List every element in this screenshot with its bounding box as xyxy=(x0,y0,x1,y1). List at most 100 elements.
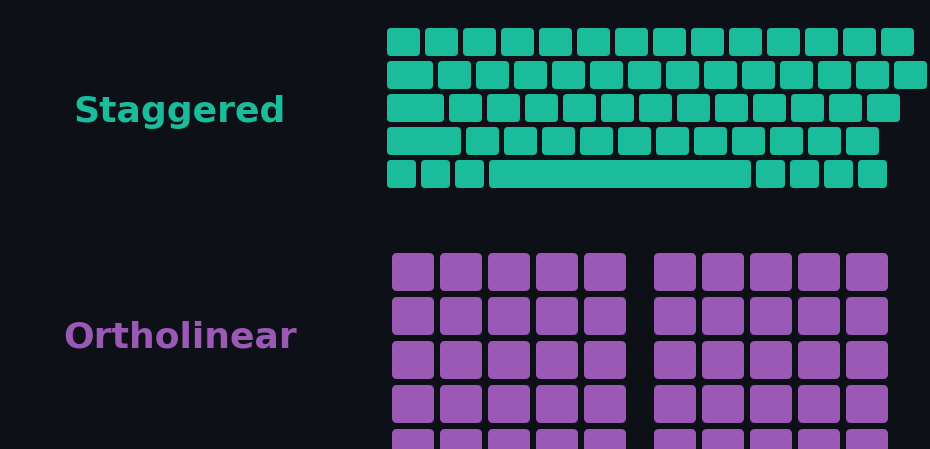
FancyBboxPatch shape xyxy=(601,94,634,122)
FancyBboxPatch shape xyxy=(539,28,572,56)
FancyBboxPatch shape xyxy=(654,429,696,449)
FancyBboxPatch shape xyxy=(392,341,434,379)
FancyBboxPatch shape xyxy=(487,94,520,122)
FancyBboxPatch shape xyxy=(653,28,686,56)
FancyBboxPatch shape xyxy=(654,253,696,291)
FancyBboxPatch shape xyxy=(656,127,689,155)
FancyBboxPatch shape xyxy=(542,127,575,155)
FancyBboxPatch shape xyxy=(732,127,765,155)
FancyBboxPatch shape xyxy=(756,160,785,188)
FancyBboxPatch shape xyxy=(440,385,482,423)
FancyBboxPatch shape xyxy=(770,127,803,155)
FancyBboxPatch shape xyxy=(856,61,889,89)
FancyBboxPatch shape xyxy=(455,160,484,188)
FancyBboxPatch shape xyxy=(780,61,813,89)
FancyBboxPatch shape xyxy=(750,341,792,379)
FancyBboxPatch shape xyxy=(654,341,696,379)
FancyBboxPatch shape xyxy=(387,61,433,89)
FancyBboxPatch shape xyxy=(798,385,840,423)
FancyBboxPatch shape xyxy=(767,28,800,56)
FancyBboxPatch shape xyxy=(729,28,762,56)
FancyBboxPatch shape xyxy=(742,61,775,89)
FancyBboxPatch shape xyxy=(691,28,724,56)
FancyBboxPatch shape xyxy=(715,94,748,122)
FancyBboxPatch shape xyxy=(536,429,578,449)
FancyBboxPatch shape xyxy=(843,28,876,56)
FancyBboxPatch shape xyxy=(580,127,613,155)
FancyBboxPatch shape xyxy=(798,297,840,335)
FancyBboxPatch shape xyxy=(488,297,530,335)
FancyBboxPatch shape xyxy=(829,94,862,122)
FancyBboxPatch shape xyxy=(536,341,578,379)
FancyBboxPatch shape xyxy=(805,28,838,56)
FancyBboxPatch shape xyxy=(449,94,482,122)
FancyBboxPatch shape xyxy=(881,28,914,56)
FancyBboxPatch shape xyxy=(476,61,509,89)
FancyBboxPatch shape xyxy=(488,341,530,379)
FancyBboxPatch shape xyxy=(463,28,496,56)
FancyBboxPatch shape xyxy=(750,385,792,423)
FancyBboxPatch shape xyxy=(639,94,672,122)
FancyBboxPatch shape xyxy=(552,61,585,89)
FancyBboxPatch shape xyxy=(702,385,744,423)
FancyBboxPatch shape xyxy=(488,429,530,449)
FancyBboxPatch shape xyxy=(808,127,841,155)
FancyBboxPatch shape xyxy=(628,61,661,89)
FancyBboxPatch shape xyxy=(846,385,888,423)
FancyBboxPatch shape xyxy=(615,28,648,56)
FancyBboxPatch shape xyxy=(846,253,888,291)
FancyBboxPatch shape xyxy=(387,160,416,188)
FancyBboxPatch shape xyxy=(750,253,792,291)
FancyBboxPatch shape xyxy=(702,297,744,335)
FancyBboxPatch shape xyxy=(392,385,434,423)
FancyBboxPatch shape xyxy=(702,253,744,291)
FancyBboxPatch shape xyxy=(750,429,792,449)
FancyBboxPatch shape xyxy=(584,253,626,291)
FancyBboxPatch shape xyxy=(846,341,888,379)
FancyBboxPatch shape xyxy=(440,429,482,449)
FancyBboxPatch shape xyxy=(536,253,578,291)
FancyBboxPatch shape xyxy=(536,385,578,423)
FancyBboxPatch shape xyxy=(666,61,699,89)
FancyBboxPatch shape xyxy=(440,253,482,291)
FancyBboxPatch shape xyxy=(577,28,610,56)
FancyBboxPatch shape xyxy=(387,28,420,56)
FancyBboxPatch shape xyxy=(387,94,444,122)
FancyBboxPatch shape xyxy=(798,341,840,379)
FancyBboxPatch shape xyxy=(392,253,434,291)
FancyBboxPatch shape xyxy=(584,297,626,335)
FancyBboxPatch shape xyxy=(563,94,596,122)
FancyBboxPatch shape xyxy=(798,253,840,291)
FancyBboxPatch shape xyxy=(677,94,710,122)
FancyBboxPatch shape xyxy=(846,127,879,155)
FancyBboxPatch shape xyxy=(858,160,887,188)
FancyBboxPatch shape xyxy=(753,94,786,122)
FancyBboxPatch shape xyxy=(704,61,737,89)
FancyBboxPatch shape xyxy=(590,61,623,89)
FancyBboxPatch shape xyxy=(694,127,727,155)
FancyBboxPatch shape xyxy=(440,341,482,379)
Text: Staggered: Staggered xyxy=(73,95,286,129)
FancyBboxPatch shape xyxy=(440,297,482,335)
FancyBboxPatch shape xyxy=(536,297,578,335)
FancyBboxPatch shape xyxy=(504,127,537,155)
FancyBboxPatch shape xyxy=(387,127,461,155)
FancyBboxPatch shape xyxy=(750,297,792,335)
FancyBboxPatch shape xyxy=(867,94,900,122)
FancyBboxPatch shape xyxy=(525,94,558,122)
FancyBboxPatch shape xyxy=(894,61,927,89)
FancyBboxPatch shape xyxy=(488,253,530,291)
FancyBboxPatch shape xyxy=(584,341,626,379)
FancyBboxPatch shape xyxy=(466,127,499,155)
FancyBboxPatch shape xyxy=(702,341,744,379)
FancyBboxPatch shape xyxy=(584,429,626,449)
FancyBboxPatch shape xyxy=(824,160,853,188)
FancyBboxPatch shape xyxy=(654,385,696,423)
FancyBboxPatch shape xyxy=(846,297,888,335)
FancyBboxPatch shape xyxy=(425,28,458,56)
FancyBboxPatch shape xyxy=(421,160,450,188)
FancyBboxPatch shape xyxy=(392,297,434,335)
FancyBboxPatch shape xyxy=(798,429,840,449)
FancyBboxPatch shape xyxy=(618,127,651,155)
FancyBboxPatch shape xyxy=(514,61,547,89)
